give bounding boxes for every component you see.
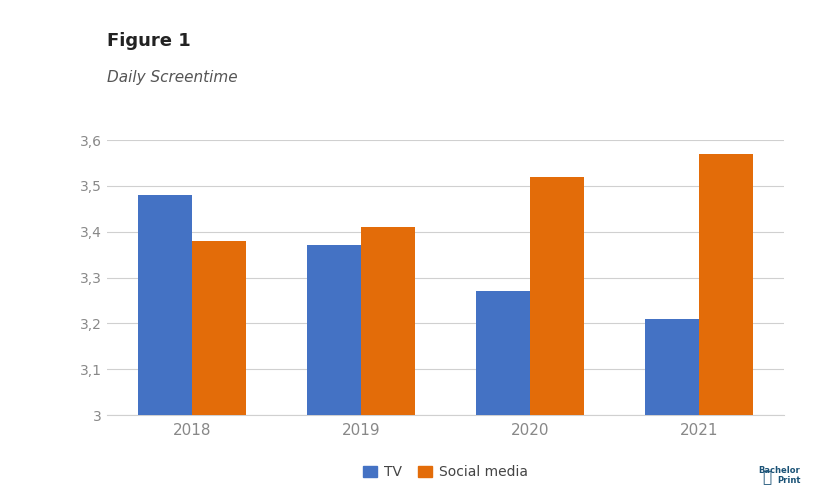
Text: Figure 1: Figure 1 (107, 32, 191, 50)
Text: 🛡: 🛡 (762, 470, 771, 485)
Bar (476, 291, 530, 500)
Bar (307, 246, 361, 500)
Bar (361, 227, 415, 500)
Bar (192, 241, 246, 500)
Legend: TV, Social media: TV, Social media (357, 460, 534, 485)
Text: Bachelor
Print: Bachelor Print (758, 466, 800, 485)
Bar (645, 319, 699, 500)
Text: Daily Screentime: Daily Screentime (107, 70, 238, 85)
Bar (530, 176, 584, 500)
Bar (699, 154, 753, 500)
Bar (138, 195, 192, 500)
